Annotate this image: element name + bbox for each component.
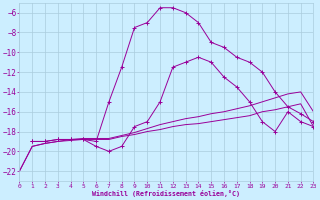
X-axis label: Windchill (Refroidissement éolien,°C): Windchill (Refroidissement éolien,°C) — [92, 190, 240, 197]
